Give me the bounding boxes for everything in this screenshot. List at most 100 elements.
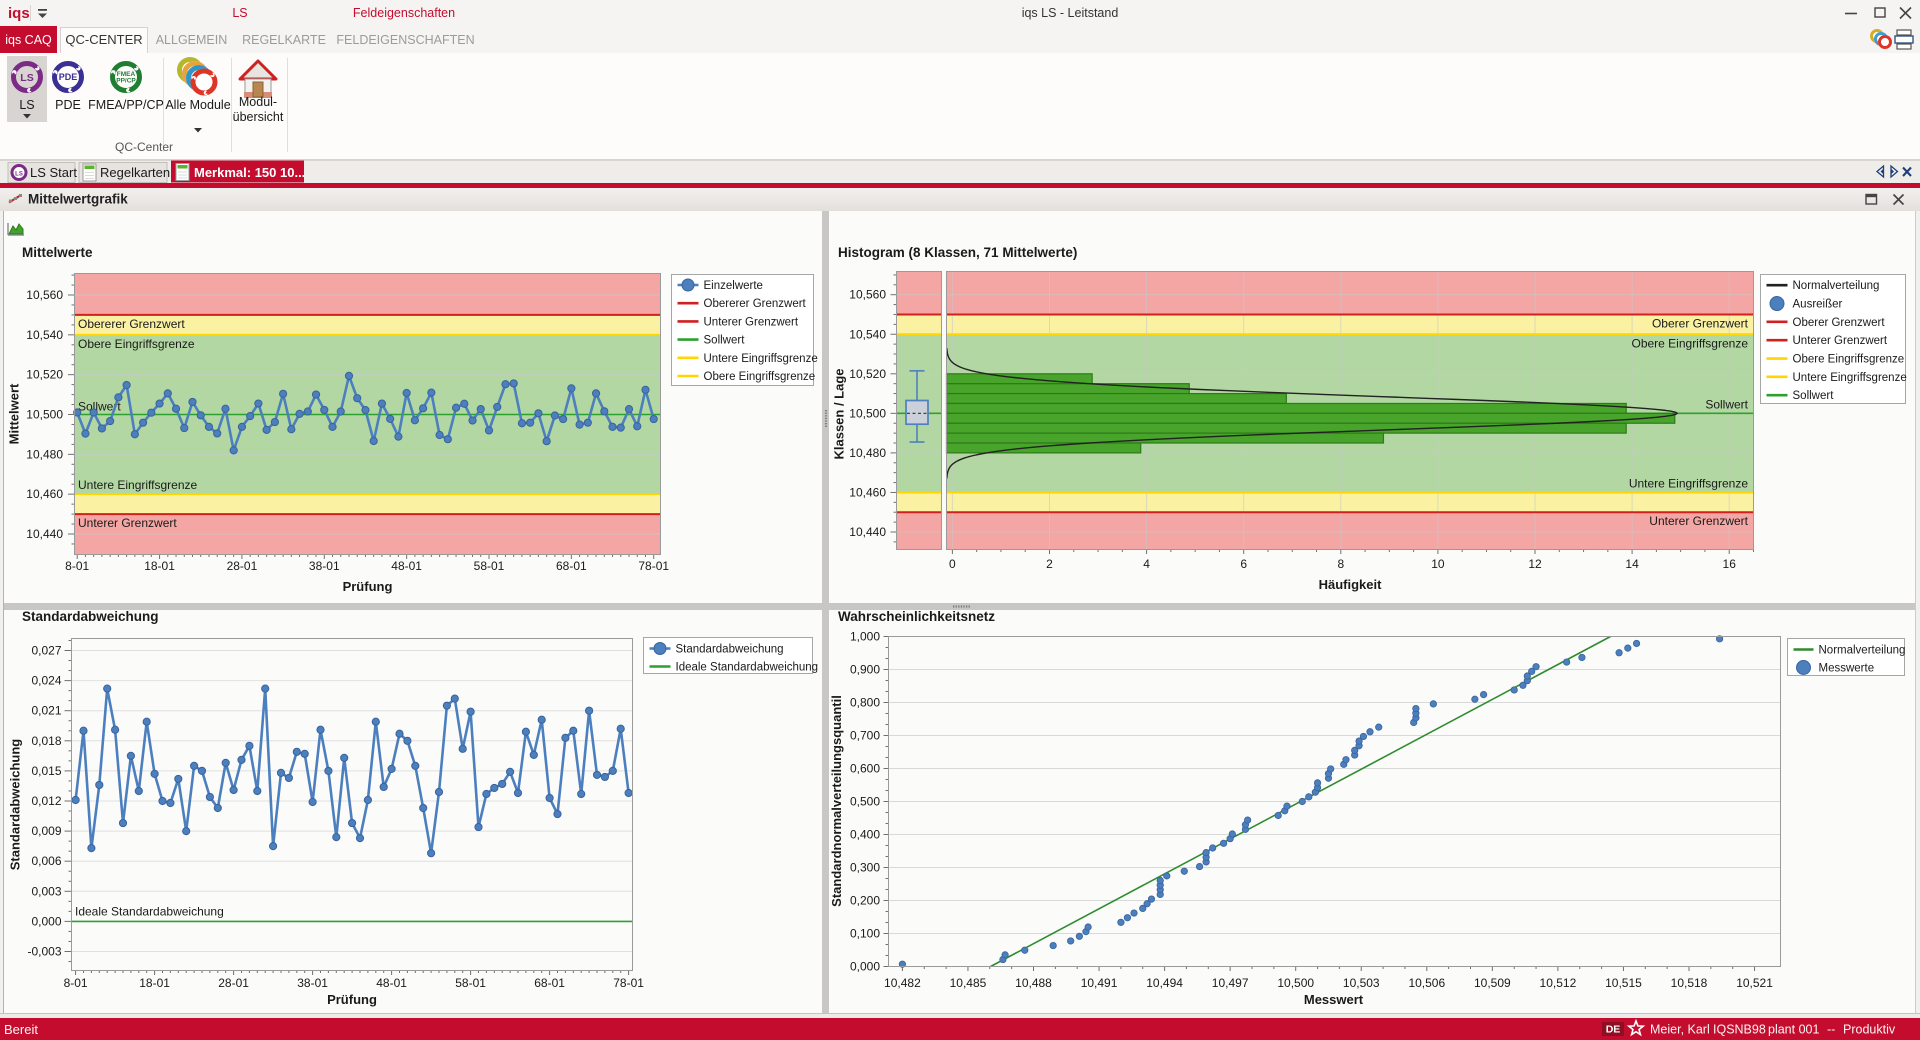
- svg-text:10,515: 10,515: [1605, 976, 1642, 990]
- svg-text:10,440: 10,440: [849, 525, 886, 539]
- svg-text:0,024: 0,024: [31, 674, 61, 688]
- svg-text:Standardabweichung: Standardabweichung: [676, 644, 784, 656]
- svg-text:10: 10: [1431, 557, 1445, 571]
- svg-text:14: 14: [1625, 557, 1639, 571]
- svg-text:PP/CP: PP/CP: [116, 78, 136, 85]
- svg-text:PDE: PDE: [55, 98, 81, 112]
- svg-text:Prüfung: Prüfung: [343, 579, 393, 594]
- svg-text:Klassen / Lage: Klassen / Lage: [832, 368, 847, 459]
- svg-text:DE: DE: [1606, 1024, 1621, 1036]
- svg-text:Produktiv: Produktiv: [1843, 1023, 1896, 1037]
- svg-text:10,482: 10,482: [884, 976, 921, 990]
- svg-text:iqs CAQ: iqs CAQ: [5, 33, 52, 47]
- svg-text:1,000: 1,000: [850, 630, 880, 644]
- svg-text:QC-Center: QC-Center: [115, 140, 173, 154]
- svg-text:Standardabweichung: Standardabweichung: [8, 739, 23, 871]
- svg-text:Obere Eingriffsgrenze: Obere Eingriffsgrenze: [1793, 354, 1905, 366]
- svg-text:Häufigkeit: Häufigkeit: [1319, 577, 1383, 592]
- svg-text:Normalverteilung: Normalverteilung: [1793, 280, 1880, 292]
- svg-text:Oberer Grenzwert: Oberer Grenzwert: [1652, 316, 1749, 330]
- svg-text:0: 0: [949, 557, 956, 571]
- svg-text:-0,003: -0,003: [27, 944, 61, 958]
- svg-text:6: 6: [1240, 557, 1247, 571]
- svg-text:0,003: 0,003: [31, 884, 61, 898]
- svg-text:0,600: 0,600: [850, 762, 880, 776]
- svg-text:18-01: 18-01: [144, 559, 175, 573]
- svg-text:10,500: 10,500: [26, 408, 63, 422]
- svg-text:Modul-: Modul-: [239, 95, 277, 109]
- svg-text:28-01: 28-01: [218, 976, 249, 990]
- svg-text:--: --: [1827, 1023, 1835, 1037]
- svg-text:Regelkarten: Regelkarten: [100, 165, 170, 180]
- svg-text:Unterer Grenzwert: Unterer Grenzwert: [1793, 335, 1888, 347]
- svg-text:16: 16: [1723, 557, 1737, 571]
- svg-text:Ideale Standardabweichung: Ideale Standardabweichung: [75, 904, 224, 918]
- svg-text:Mittelwert: Mittelwert: [7, 383, 22, 444]
- svg-text:0,700: 0,700: [850, 729, 880, 743]
- svg-text:iqs: iqs: [8, 5, 30, 22]
- svg-text:Unterer Grenzwert: Unterer Grenzwert: [704, 316, 799, 328]
- svg-text:0,300: 0,300: [850, 861, 880, 875]
- svg-text:10,460: 10,460: [26, 487, 63, 501]
- svg-text:LS Start: LS Start: [30, 165, 77, 180]
- svg-text:68-01: 68-01: [556, 559, 587, 573]
- svg-text:Untere Eingriffsgrenze: Untere Eingriffsgrenze: [78, 478, 198, 492]
- svg-text:iqs LS - Leitstand: iqs LS - Leitstand: [1022, 6, 1119, 20]
- svg-text:10,485: 10,485: [950, 976, 987, 990]
- svg-text:QC-CENTER: QC-CENTER: [65, 32, 142, 47]
- svg-text:0,012: 0,012: [31, 794, 61, 808]
- svg-text:LS: LS: [15, 172, 23, 178]
- svg-text:ALLGEMEIN: ALLGEMEIN: [156, 33, 228, 47]
- svg-text:Sollwert: Sollwert: [1705, 397, 1748, 411]
- svg-text:10,500: 10,500: [1277, 976, 1314, 990]
- svg-text:Ideale Standardabweichung: Ideale Standardabweichung: [676, 662, 819, 674]
- svg-text:10,494: 10,494: [1146, 976, 1183, 990]
- svg-text:10,520: 10,520: [26, 368, 63, 382]
- svg-text:10,503: 10,503: [1343, 976, 1380, 990]
- svg-text:Oberer Grenzwert: Oberer Grenzwert: [1793, 317, 1886, 329]
- svg-text:10,560: 10,560: [849, 288, 886, 302]
- svg-text:10,520: 10,520: [849, 367, 886, 381]
- svg-text:Merkmal: 150 10...: Merkmal: 150 10...: [194, 165, 305, 180]
- svg-text:Normalverteilung: Normalverteilung: [1819, 645, 1906, 657]
- svg-text:Obererer Grenzwert: Obererer Grenzwert: [78, 317, 185, 331]
- svg-text:Mittelwerte: Mittelwerte: [22, 245, 93, 260]
- svg-text:8-01: 8-01: [64, 976, 88, 990]
- svg-text:0,000: 0,000: [850, 960, 880, 974]
- svg-text:0,000: 0,000: [31, 914, 61, 928]
- svg-text:48-01: 48-01: [376, 976, 407, 990]
- svg-text:10,500: 10,500: [849, 406, 886, 420]
- svg-text:Histogram (8 Klassen, 71 Mitte: Histogram (8 Klassen, 71 Mittelwerte): [838, 245, 1077, 260]
- svg-text:10,440: 10,440: [26, 527, 63, 541]
- svg-text:10,512: 10,512: [1540, 976, 1577, 990]
- svg-text:4: 4: [1143, 557, 1150, 571]
- svg-text:REGELKARTE: REGELKARTE: [242, 33, 326, 47]
- svg-text:Messwert: Messwert: [1304, 992, 1364, 1007]
- svg-text:Obere Eingriffsgrenze: Obere Eingriffsgrenze: [704, 371, 816, 383]
- svg-text:10,460: 10,460: [849, 485, 886, 499]
- svg-text:Ausreißer: Ausreißer: [1793, 299, 1843, 311]
- svg-text:38-01: 38-01: [309, 559, 340, 573]
- svg-text:Sollwert: Sollwert: [1793, 390, 1835, 402]
- svg-text:Standardnormalverteilungsquant: Standardnormalverteilungsquantil: [829, 695, 844, 907]
- svg-text:Untere Eingriffsgrenze: Untere Eingriffsgrenze: [1793, 372, 1907, 384]
- svg-text:LS: LS: [232, 6, 247, 20]
- svg-text:58-01: 58-01: [455, 976, 486, 990]
- svg-text:Alle Module: Alle Module: [165, 98, 230, 112]
- svg-text:Sollwert: Sollwert: [78, 400, 121, 414]
- svg-text:58-01: 58-01: [474, 559, 505, 573]
- svg-text:FELDEIGENSCHAFTEN: FELDEIGENSCHAFTEN: [336, 33, 474, 47]
- svg-text:10,497: 10,497: [1212, 976, 1249, 990]
- svg-text:Obererer Grenzwert: Obererer Grenzwert: [704, 298, 807, 310]
- svg-text:Einzelwerte: Einzelwerte: [704, 280, 763, 292]
- svg-text:0,200: 0,200: [850, 894, 880, 908]
- svg-text:10,518: 10,518: [1671, 976, 1708, 990]
- svg-text:Untere Eingriffsgrenze: Untere Eingriffsgrenze: [704, 353, 818, 365]
- svg-text:12: 12: [1528, 557, 1542, 571]
- svg-text:0,006: 0,006: [31, 854, 61, 868]
- svg-text:0,015: 0,015: [31, 764, 61, 778]
- svg-text:LS: LS: [20, 72, 33, 84]
- svg-text:LS: LS: [19, 98, 34, 112]
- svg-text:28-01: 28-01: [227, 559, 258, 573]
- svg-text:Unterer Grenzwert: Unterer Grenzwert: [78, 516, 177, 530]
